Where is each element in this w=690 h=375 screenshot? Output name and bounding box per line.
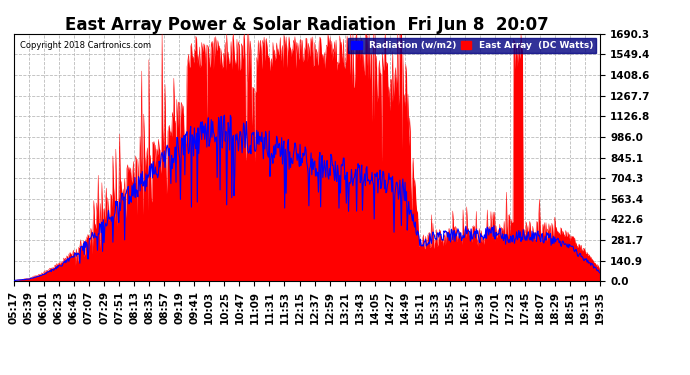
Legend: Radiation (w/m2), East Array  (DC Watts): Radiation (w/m2), East Array (DC Watts) xyxy=(348,38,595,53)
Text: Copyright 2018 Cartronics.com: Copyright 2018 Cartronics.com xyxy=(19,41,151,50)
Title: East Array Power & Solar Radiation  Fri Jun 8  20:07: East Array Power & Solar Radiation Fri J… xyxy=(65,16,549,34)
